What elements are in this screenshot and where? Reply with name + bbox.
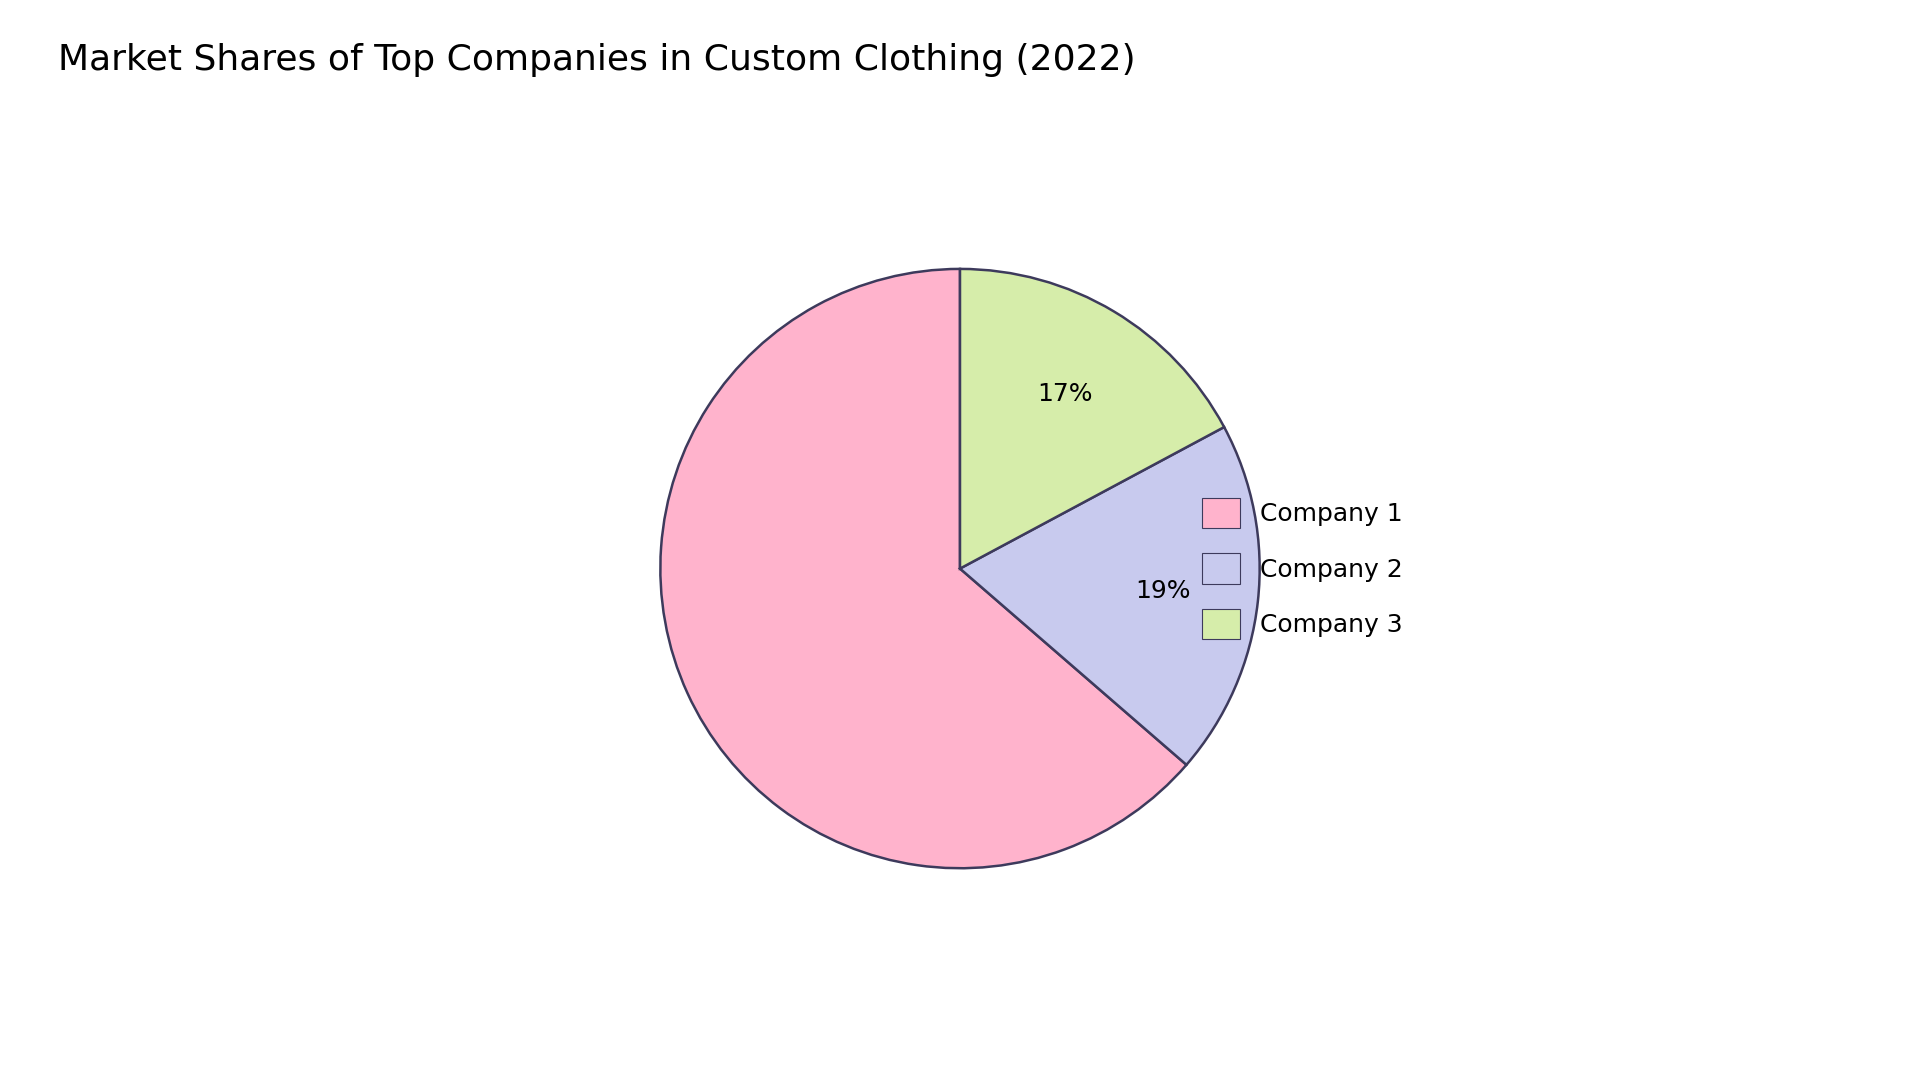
- Text: Market Shares of Top Companies in Custom Clothing (2022): Market Shares of Top Companies in Custom…: [58, 43, 1135, 77]
- Text: 19%: 19%: [1135, 579, 1190, 603]
- Text: 17%: 17%: [1037, 381, 1092, 406]
- Wedge shape: [660, 269, 1187, 869]
- Legend: Company 1, Company 2, Company 3: Company 1, Company 2, Company 3: [1192, 487, 1413, 650]
- Wedge shape: [960, 427, 1260, 765]
- Wedge shape: [960, 269, 1225, 569]
